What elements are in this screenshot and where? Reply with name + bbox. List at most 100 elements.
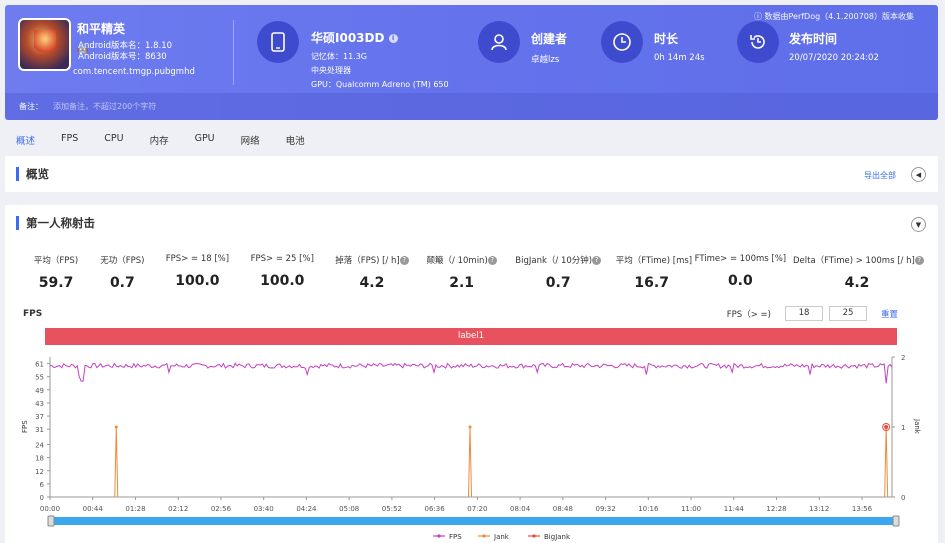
metric-fps-25: FPS> = 25 [%] 100.0 xyxy=(250,254,314,289)
publish-title: 发布时间 xyxy=(789,32,838,46)
x-tick-label: 09:32 xyxy=(595,505,615,513)
section-title: 第一人称射击 xyxy=(16,216,95,230)
game-name: 和平精英 xyxy=(77,22,126,36)
game-icon xyxy=(18,18,71,71)
help-icon[interactable]: ? xyxy=(592,256,602,265)
tab-fps[interactable]: FPS xyxy=(61,133,79,144)
package-name: com.tencent.tmgp.pubgmhd xyxy=(73,67,195,77)
legend-label: Jank xyxy=(493,533,510,541)
y-tick-label: 49 xyxy=(35,387,44,395)
android-version: Android版本名：1.8.10 Android版本号：8630 xyxy=(78,41,173,62)
metric-jank: 颠簸（/ 10min)? 2.1 xyxy=(423,254,501,291)
y-tick-label: 0 xyxy=(40,494,44,502)
jank-spike xyxy=(468,426,473,498)
export-all-link[interactable]: 导出全部 xyxy=(864,171,896,180)
tab-bar: 概述 FPS CPU 内存 GPU 网络 电池 xyxy=(16,133,331,147)
threshold-label: FPS（> =) xyxy=(726,309,771,320)
fps-threshold-controls: FPS（> =) 18 25 重置 xyxy=(727,306,898,321)
help-icon[interactable]: ? xyxy=(914,256,924,265)
x-tick-label: 08:48 xyxy=(553,505,573,513)
perfdog-credit: ⓘ 数据由PerfDog（4.1.200708）版本收集 xyxy=(753,12,914,21)
scroll-handle-left xyxy=(47,515,55,527)
collapse-left-icon[interactable]: ◀ xyxy=(911,167,926,182)
device-specs: 记忆体：11.3G 中央处理器 GPU：Qualcomm Adreno (TM)… xyxy=(311,52,449,89)
clock-icon xyxy=(601,21,643,63)
duration-value: 0h 14m 24s xyxy=(654,53,705,63)
time-scrollbar xyxy=(50,517,897,525)
x-tick-label: 02:56 xyxy=(211,505,232,513)
metric-avg-ftime: 平均（FTime) [ms] 16.7 xyxy=(615,256,693,291)
overview-card: 概览 导出全部 ◀ xyxy=(5,156,938,192)
y2-tick-label: 2 xyxy=(901,354,905,362)
phone-icon xyxy=(257,21,299,63)
y-tick-label: 12 xyxy=(35,468,44,476)
android-icon: 🤖 xyxy=(77,45,89,55)
x-tick-label: 00:44 xyxy=(83,505,104,513)
jank-point xyxy=(468,425,472,429)
x-tick-label: 07:20 xyxy=(467,505,487,513)
y-tick-label: 18 xyxy=(35,455,44,463)
metrics-row: 平均（FPS) 59.7 无功（FPS) 0.7 FPS> = 18 [%] 100.… xyxy=(19,254,924,291)
x-tick-label: 12:28 xyxy=(766,505,786,513)
note-bar[interactable]: 备注： 添加备注，不超过200个字符 xyxy=(5,93,938,120)
metric-bigjank: BigJank（/ 10分钟)? 0.7 xyxy=(501,254,616,291)
x-tick-label: 10:16 xyxy=(638,505,659,513)
legend-label: FPS xyxy=(449,533,462,541)
x-tick-label: 05:52 xyxy=(382,505,402,513)
threshold-25-input[interactable]: 25 xyxy=(828,306,867,321)
divider xyxy=(233,20,234,85)
help-icon[interactable]: ? xyxy=(399,256,409,265)
y-tick-label: 61 xyxy=(35,361,44,369)
tab-overview[interactable]: 概述 xyxy=(16,136,36,147)
threshold-18-input[interactable]: 18 xyxy=(784,306,823,321)
app-header: 和平精英 🤖 Android版本名：1.8.10 Android版本号：8630… xyxy=(5,5,938,120)
x-tick-label: 05:08 xyxy=(339,505,359,513)
creator-title: 创建者 xyxy=(531,32,568,46)
tab-battery[interactable]: 电池 xyxy=(285,136,305,147)
note-label: 备注： xyxy=(19,102,43,111)
metric-var-fps: 无功（FPS) 0.7 xyxy=(100,256,145,291)
metric-drop: 掉落（FPS) [/ h]? 4.2 xyxy=(321,254,422,291)
y-tick-label: 6 xyxy=(40,481,45,489)
creator-value: 卓越lzs xyxy=(531,55,560,65)
y-tick-label: 43 xyxy=(35,400,44,408)
y-tick-label: 24 xyxy=(35,442,44,450)
tab-gpu[interactable]: GPU xyxy=(194,133,215,144)
info-circle-icon: ⓘ xyxy=(753,12,762,21)
reset-button[interactable]: 重置 xyxy=(880,309,898,320)
overview-title: 概览 xyxy=(16,167,49,181)
fps-series-line xyxy=(49,362,893,384)
legend-label: BigJank xyxy=(544,533,571,541)
bigjank-point-core xyxy=(884,425,889,429)
tab-memory[interactable]: 内存 xyxy=(149,136,169,147)
x-tick-label: 02:12 xyxy=(168,505,188,513)
fps-section-card: 第一人称射击 ▼ 平均（FPS) 59.7 无功（FPS) 0.7 FPS> = 1… xyxy=(5,205,938,543)
tab-cpu[interactable]: CPU xyxy=(104,133,124,144)
x-tick-label: 00:00 xyxy=(40,505,60,513)
x-tick-label: 06:36 xyxy=(425,505,446,513)
fps-chart-title: FPS xyxy=(23,309,43,319)
user-icon xyxy=(478,21,520,63)
y-tick-label: 55 xyxy=(35,374,44,382)
legend-marker xyxy=(482,534,486,538)
device-name: 华硕I003DD i xyxy=(311,29,398,46)
x-tick-label: 11:44 xyxy=(724,505,745,513)
label-bar[interactable]: label1 xyxy=(45,328,897,345)
x-tick-label: 01:28 xyxy=(125,505,145,513)
help-icon[interactable]: ? xyxy=(487,256,497,265)
collapse-down-icon[interactable]: ▼ xyxy=(911,217,926,232)
info-icon[interactable]: i xyxy=(388,34,398,43)
x-tick-label: 08:04 xyxy=(510,505,531,513)
metric-fps-18: FPS> = 18 [%] 100.0 xyxy=(165,254,230,289)
scroll-handle-right xyxy=(892,515,900,527)
y-axis-label: FPS xyxy=(21,420,29,433)
duration-title: 时长 xyxy=(654,32,679,46)
bigjank-point xyxy=(882,423,891,431)
x-tick-label: 04:24 xyxy=(296,505,317,513)
legend-marker xyxy=(437,534,441,538)
y-tick-label: 37 xyxy=(35,413,44,421)
tab-network[interactable]: 网络 xyxy=(240,136,260,147)
note-input[interactable]: 添加备注，不超过200个字符 xyxy=(53,102,157,111)
x-tick-label: 13:12 xyxy=(809,505,829,513)
